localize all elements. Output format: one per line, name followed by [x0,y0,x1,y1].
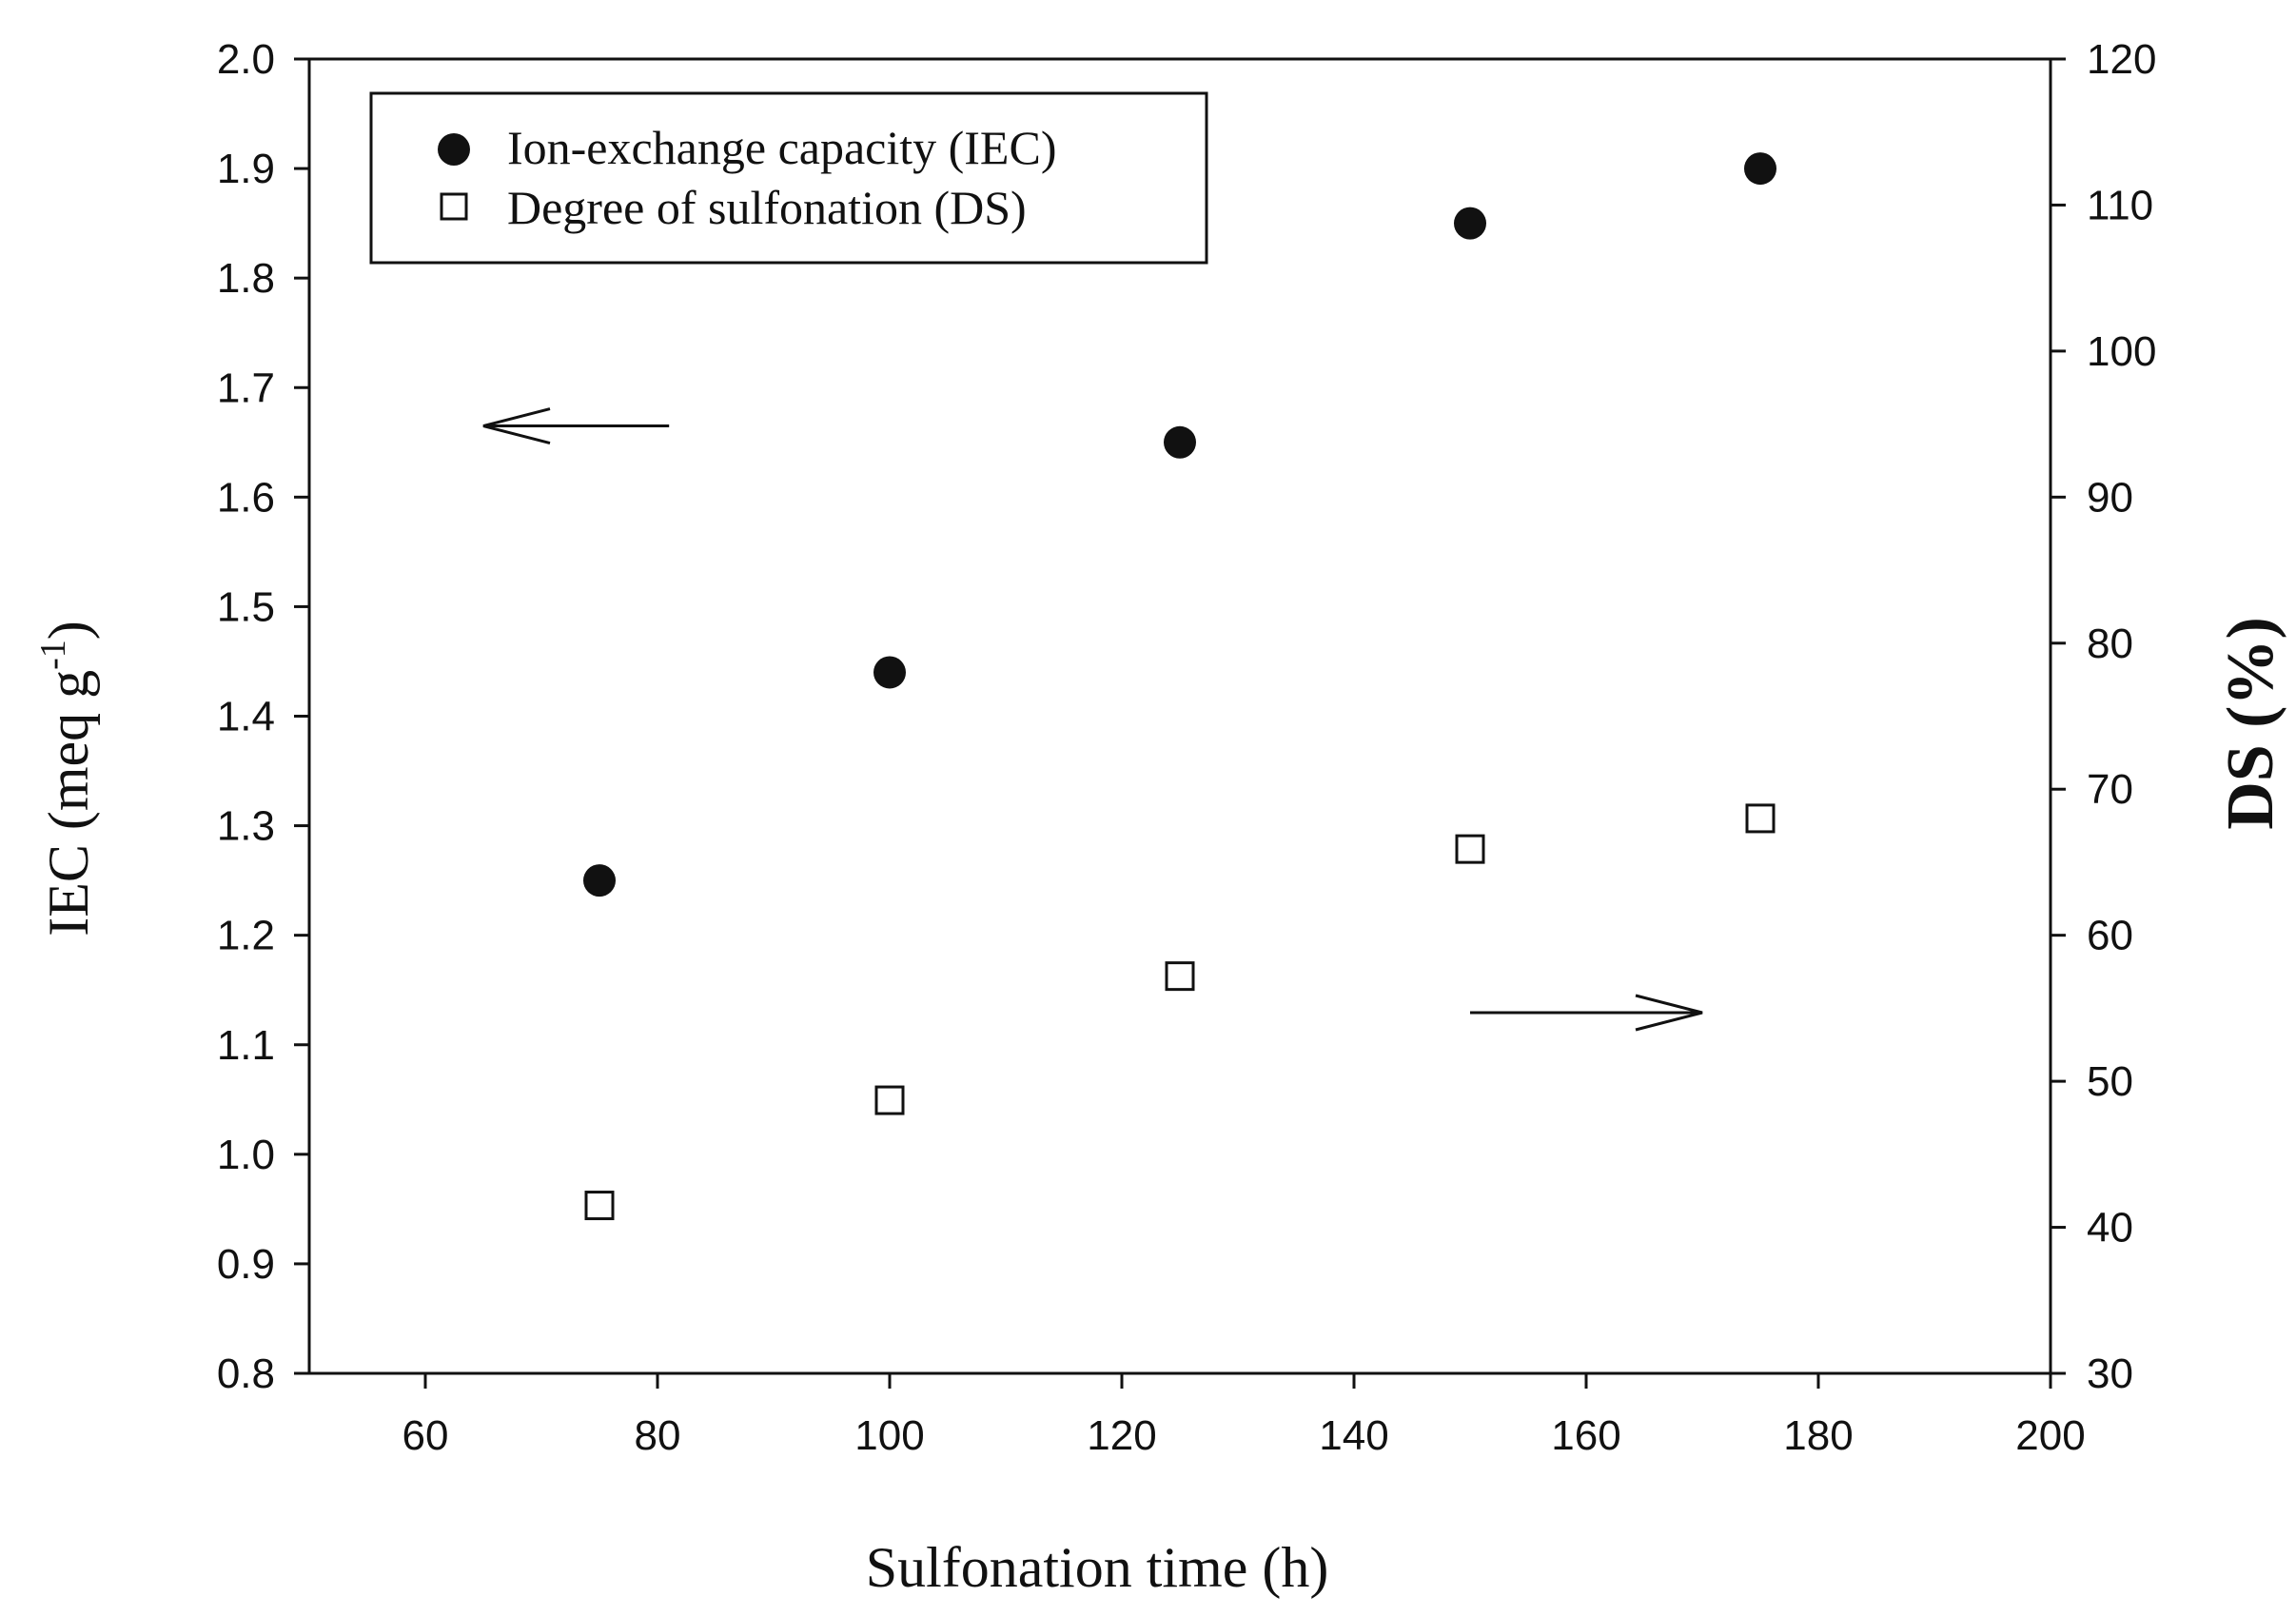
left-y-tick-label: 1.8 [217,255,275,302]
right-y-tick-label: 100 [2087,328,2156,375]
right-y-tick-label: 110 [2087,182,2153,228]
right-y-axis-title: DS (%) [2214,617,2287,830]
x-axis: 60 80 100 120 140 160 180 200 [402,1373,2086,1459]
right-arrow-head [1635,994,1703,1032]
right-y-tick-label: 90 [2087,474,2133,521]
x-tick-label: 180 [1783,1412,1853,1459]
left-y-tick-label: 1.4 [217,694,275,740]
right-y-tick-label: 70 [2087,766,2133,813]
left-y-tick-label: 0.9 [217,1241,275,1288]
data-points [583,152,1776,1221]
left-y-tick-label: 2.0 [217,36,275,83]
left-y-axis-title-sup: -1 [33,640,73,670]
right-y-tick-label: 120 [2087,36,2156,83]
left-y-tick-label: 1.2 [217,913,275,959]
iec-point [1454,207,1486,240]
x-tick-label: 60 [402,1412,449,1459]
left-y-tick-label: 1.1 [217,1022,275,1069]
ds-point [1165,961,1195,992]
legend-marker-ds [440,192,468,221]
axis-arrows [482,407,1703,1032]
x-tick-label: 80 [635,1412,681,1459]
left-y-tick-label: 1.3 [217,803,275,850]
right-y-tick-label: 50 [2087,1058,2133,1105]
left-y-axis-title-close: ) [37,621,100,640]
left-y-tick-label: 1.5 [217,583,275,630]
legend-box [369,91,1208,265]
x-tick-label: 200 [2015,1412,2085,1459]
legend-label-iec: Ion-exchange capacity (IEC) [507,121,1056,174]
iec-point [1744,152,1776,186]
right-y-tick-label: 40 [2087,1205,2133,1252]
x-tick-label: 100 [854,1412,924,1459]
ds-point [584,1191,615,1221]
legend-label-ds: Degree of sulfonation (DS) [507,181,1027,234]
left-y-tick-label: 1.7 [217,365,275,411]
right-y-tick-label: 80 [2087,621,2133,667]
legend: Ion-exchange capacity (IEC) Degree of su… [369,91,1208,265]
right-y-tick-label: 30 [2087,1351,2133,1397]
right-y-axis: 30 40 50 60 70 80 90 100 110 120 [2051,36,2156,1397]
left-y-tick-label: 0.8 [217,1351,275,1397]
ds-point [1745,803,1776,834]
x-tick-label: 120 [1087,1412,1156,1459]
iec-point [873,656,906,689]
ds-point [874,1085,905,1115]
x-tick-label: 160 [1551,1412,1620,1459]
left-y-tick-label: 1.0 [217,1132,275,1178]
left-y-tick-label: 1.6 [217,474,275,521]
x-tick-label: 140 [1319,1412,1388,1459]
iec-point [1164,425,1196,459]
legend-marker-iec [438,133,470,166]
x-axis-title: Sulfonation time (h) [866,1536,1329,1599]
left-y-tick-label: 1.9 [217,146,275,192]
iec-point [583,864,616,897]
left-y-axis-title-main: IEC (meq g [37,670,100,937]
left-y-axis-title: IEC (meq g-1) [33,621,100,937]
ds-point [1455,834,1485,864]
left-y-axis: 0.8 0.9 1.0 1.1 1.2 1.3 1.4 1.5 1.6 1.7 1.8 1.9 2.0 [217,36,309,1397]
left-arrow-head [482,407,551,444]
right-y-tick-label: 60 [2087,913,2133,959]
